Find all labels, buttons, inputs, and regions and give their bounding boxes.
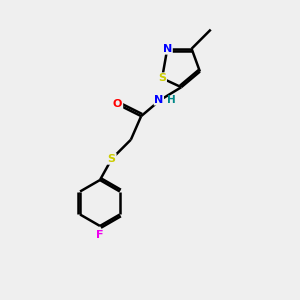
Text: F: F	[96, 230, 104, 240]
Text: N: N	[154, 95, 164, 105]
Text: S: S	[108, 154, 116, 164]
Text: N: N	[163, 44, 172, 54]
Text: O: O	[113, 99, 122, 110]
Text: S: S	[158, 73, 166, 83]
Text: H: H	[167, 95, 176, 105]
